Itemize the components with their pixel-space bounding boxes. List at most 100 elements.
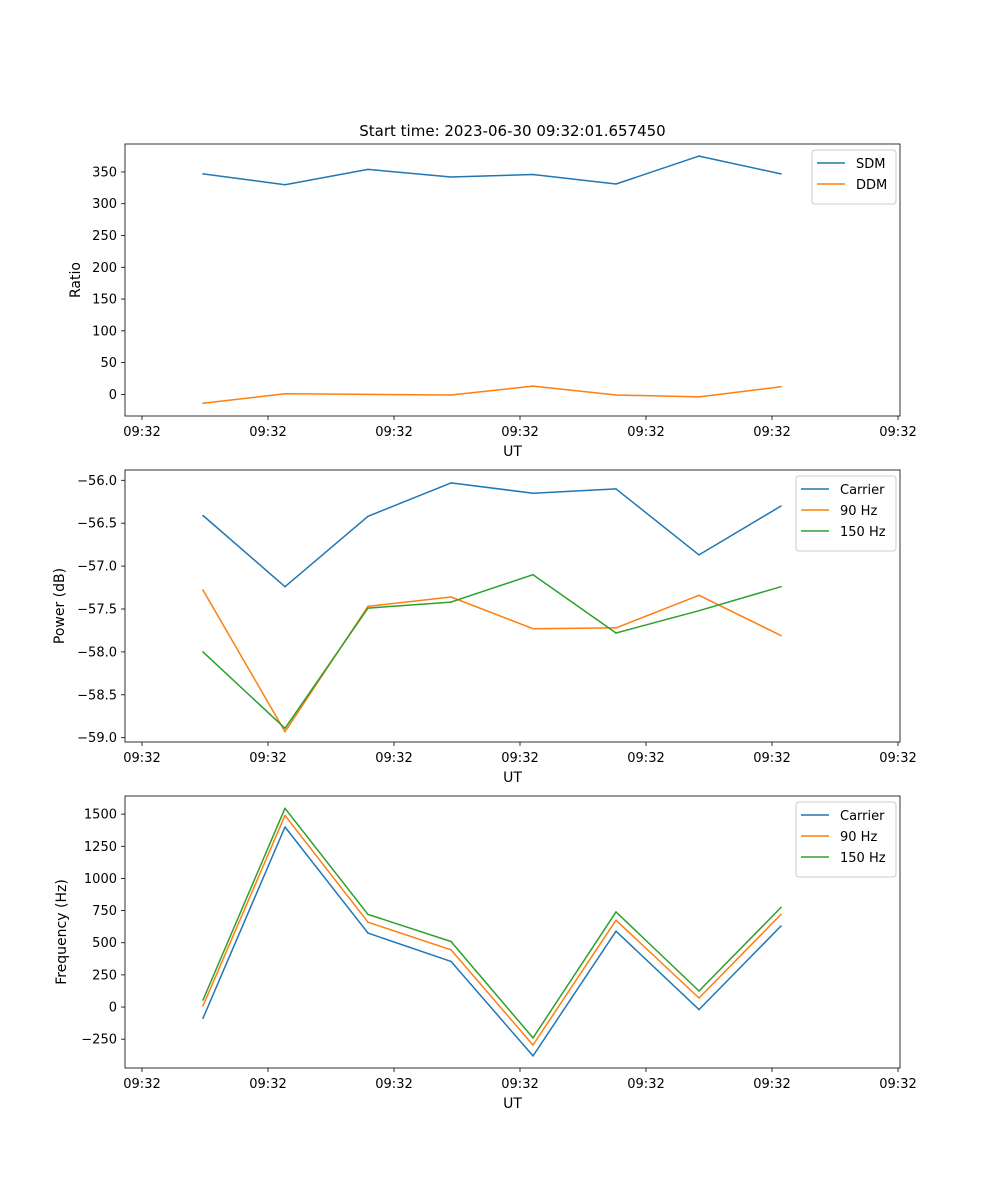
ratio-series-0-point-3 [450, 176, 452, 178]
ratio-x-tick-label: 09:32 [879, 425, 916, 440]
ratio-series-1-point-1 [284, 393, 286, 395]
frequency-y-tick-label: 250 [92, 968, 117, 983]
power-series-2-point-2 [367, 607, 369, 609]
ratio-series-1-point-7 [780, 386, 782, 388]
power-y-tick-label: −58.0 [77, 645, 117, 660]
power-y-tick-label: −57.0 [77, 560, 117, 575]
ratio-series-0-point-4 [532, 173, 534, 176]
power-series-2-point-1 [284, 727, 286, 730]
power-x-axis: 09:32 09:32 09:32 09:32 09:32 09:32 09:32 [123, 742, 917, 766]
power-series-2-point-0 [202, 651, 204, 653]
frequency-legend-label: 150 Hz [840, 851, 886, 866]
ratio-y-tick-label: 150 [92, 293, 117, 308]
ratio-series-line-1 [202, 385, 782, 405]
frequency-y-axis-label: Frequency (Hz) [54, 879, 70, 985]
power-legend: Carrier 90 Hz 150 Hz [795, 475, 897, 552]
power-legend-box [795, 475, 897, 552]
ratio-x-axis-label: UT [503, 444, 522, 460]
power-series-line-0 [202, 482, 782, 588]
power-series-2-point-3 [450, 601, 452, 603]
power-series-0-point-2 [367, 515, 369, 518]
frequency-x-tick-label: 09:32 [375, 1077, 412, 1092]
frequency-y-axis: −250 0 250 500 750 1000 1250 1500 [81, 808, 125, 1048]
frequency-x-tick-label: 09:32 [753, 1077, 790, 1092]
power-y-tick-label: −57.5 [77, 603, 117, 618]
frequency-y-tick-label: −250 [81, 1033, 117, 1048]
frequency-y-tick-label: 0 [109, 1001, 117, 1016]
ratio-panel: Start time: 2023-06-30 09:32:01.657450 0… [68, 122, 917, 460]
power-legend-label: 90 Hz [840, 504, 877, 519]
power-y-axis: −59.0 −58.5 −58.0 −57.5 −57.0 −56.5 −56.0 [77, 474, 125, 746]
power-legend-label: Carrier [840, 483, 885, 498]
ratio-series-1-point-2 [367, 393, 369, 396]
frequency-y-tick-label: 500 [92, 936, 117, 951]
ratio-series-0-point-1 [284, 183, 286, 186]
power-x-tick-label: 09:32 [375, 751, 412, 766]
power-series-1-point-4 [532, 627, 534, 630]
ratio-series-line-0 [202, 155, 782, 186]
power-y-tick-label: −59.0 [77, 731, 117, 746]
frequency-series-1-point-2 [367, 921, 369, 923]
frequency-series-line-2 [202, 807, 782, 1039]
ratio-y-tick-label: 0 [109, 388, 117, 403]
ratio-x-tick-label: 09:32 [501, 425, 538, 440]
frequency-series-0-point-3 [450, 960, 452, 963]
power-x-tick-label: 09:32 [249, 751, 286, 766]
power-series-line-1 [202, 589, 782, 733]
power-series-1-point-6 [698, 594, 700, 597]
power-series-2-point-4 [532, 573, 534, 576]
frequency-series-2-point-5 [615, 911, 617, 913]
frequency-series-2-point-6 [698, 990, 700, 992]
power-series-1-point-7 [780, 634, 782, 637]
power-plot-frame [124, 469, 901, 743]
power-series-1-point-2 [367, 605, 369, 608]
frequency-legend: Carrier 90 Hz 150 Hz [795, 801, 897, 878]
frequency-series-0-point-1 [284, 826, 286, 828]
ratio-series-1-point-6 [698, 396, 700, 398]
power-series-0-point-5 [615, 488, 617, 490]
ratio-x-tick-label: 09:32 [249, 425, 286, 440]
frequency-series-1-point-5 [615, 919, 617, 921]
ratio-series-0-point-0 [202, 173, 204, 175]
power-plot-lines [202, 482, 782, 733]
power-x-tick-label: 09:32 [753, 751, 790, 766]
frequency-series-2-point-3 [450, 940, 452, 943]
frequency-series-0-point-6 [698, 1008, 700, 1011]
power-series-0-point-0 [202, 514, 204, 517]
frequency-series-2-point-0 [202, 999, 204, 1001]
power-series-1-point-0 [202, 589, 204, 591]
frequency-y-tick-label: 1250 [84, 840, 117, 855]
ratio-series-1-point-3 [450, 394, 452, 396]
power-x-tick-label: 09:32 [501, 751, 538, 766]
power-series-0-point-7 [780, 505, 782, 507]
ratio-y-tick-label: 300 [92, 197, 117, 212]
frequency-series-0-point-4 [532, 1055, 534, 1057]
frequency-x-tick-label: 09:32 [123, 1077, 160, 1092]
ratio-legend: SDM DDM [811, 149, 897, 205]
power-series-line-2 [202, 573, 782, 730]
power-series-0-point-6 [698, 554, 700, 556]
ratio-legend-label: SDM [856, 157, 885, 172]
power-series-1-point-5 [615, 627, 617, 629]
ratio-y-tick-label: 250 [92, 229, 117, 244]
power-panel: −59.0 −58.5 −58.0 −57.5 −57.0 −56.5 −56.0 09:3… [52, 469, 917, 786]
power-x-tick-label: 09:32 [123, 751, 160, 766]
ratio-y-axis-label: Ratio [68, 262, 84, 298]
frequency-series-2-point-1 [284, 807, 286, 810]
frequency-series-0-point-7 [780, 925, 782, 927]
frequency-plot-frame [124, 795, 901, 1069]
ratio-series-0-point-6 [698, 155, 700, 157]
ratio-x-tick-label: 09:32 [753, 425, 790, 440]
frequency-legend-label: 90 Hz [840, 830, 877, 845]
ratio-x-axis: 09:32 09:32 09:32 09:32 09:32 09:32 09:32 [123, 416, 917, 440]
ratio-series-1-point-5 [615, 394, 617, 396]
frequency-series-1-point-1 [284, 814, 286, 817]
power-series-0-point-1 [284, 585, 286, 588]
frequency-series-0-point-2 [367, 932, 369, 934]
frequency-series-1-point-3 [450, 949, 452, 951]
frequency-series-0-point-0 [202, 1017, 204, 1019]
power-y-tick-label: −58.5 [77, 688, 117, 703]
ratio-y-tick-label: 100 [92, 324, 117, 339]
ratio-series-0-point-5 [615, 183, 617, 185]
